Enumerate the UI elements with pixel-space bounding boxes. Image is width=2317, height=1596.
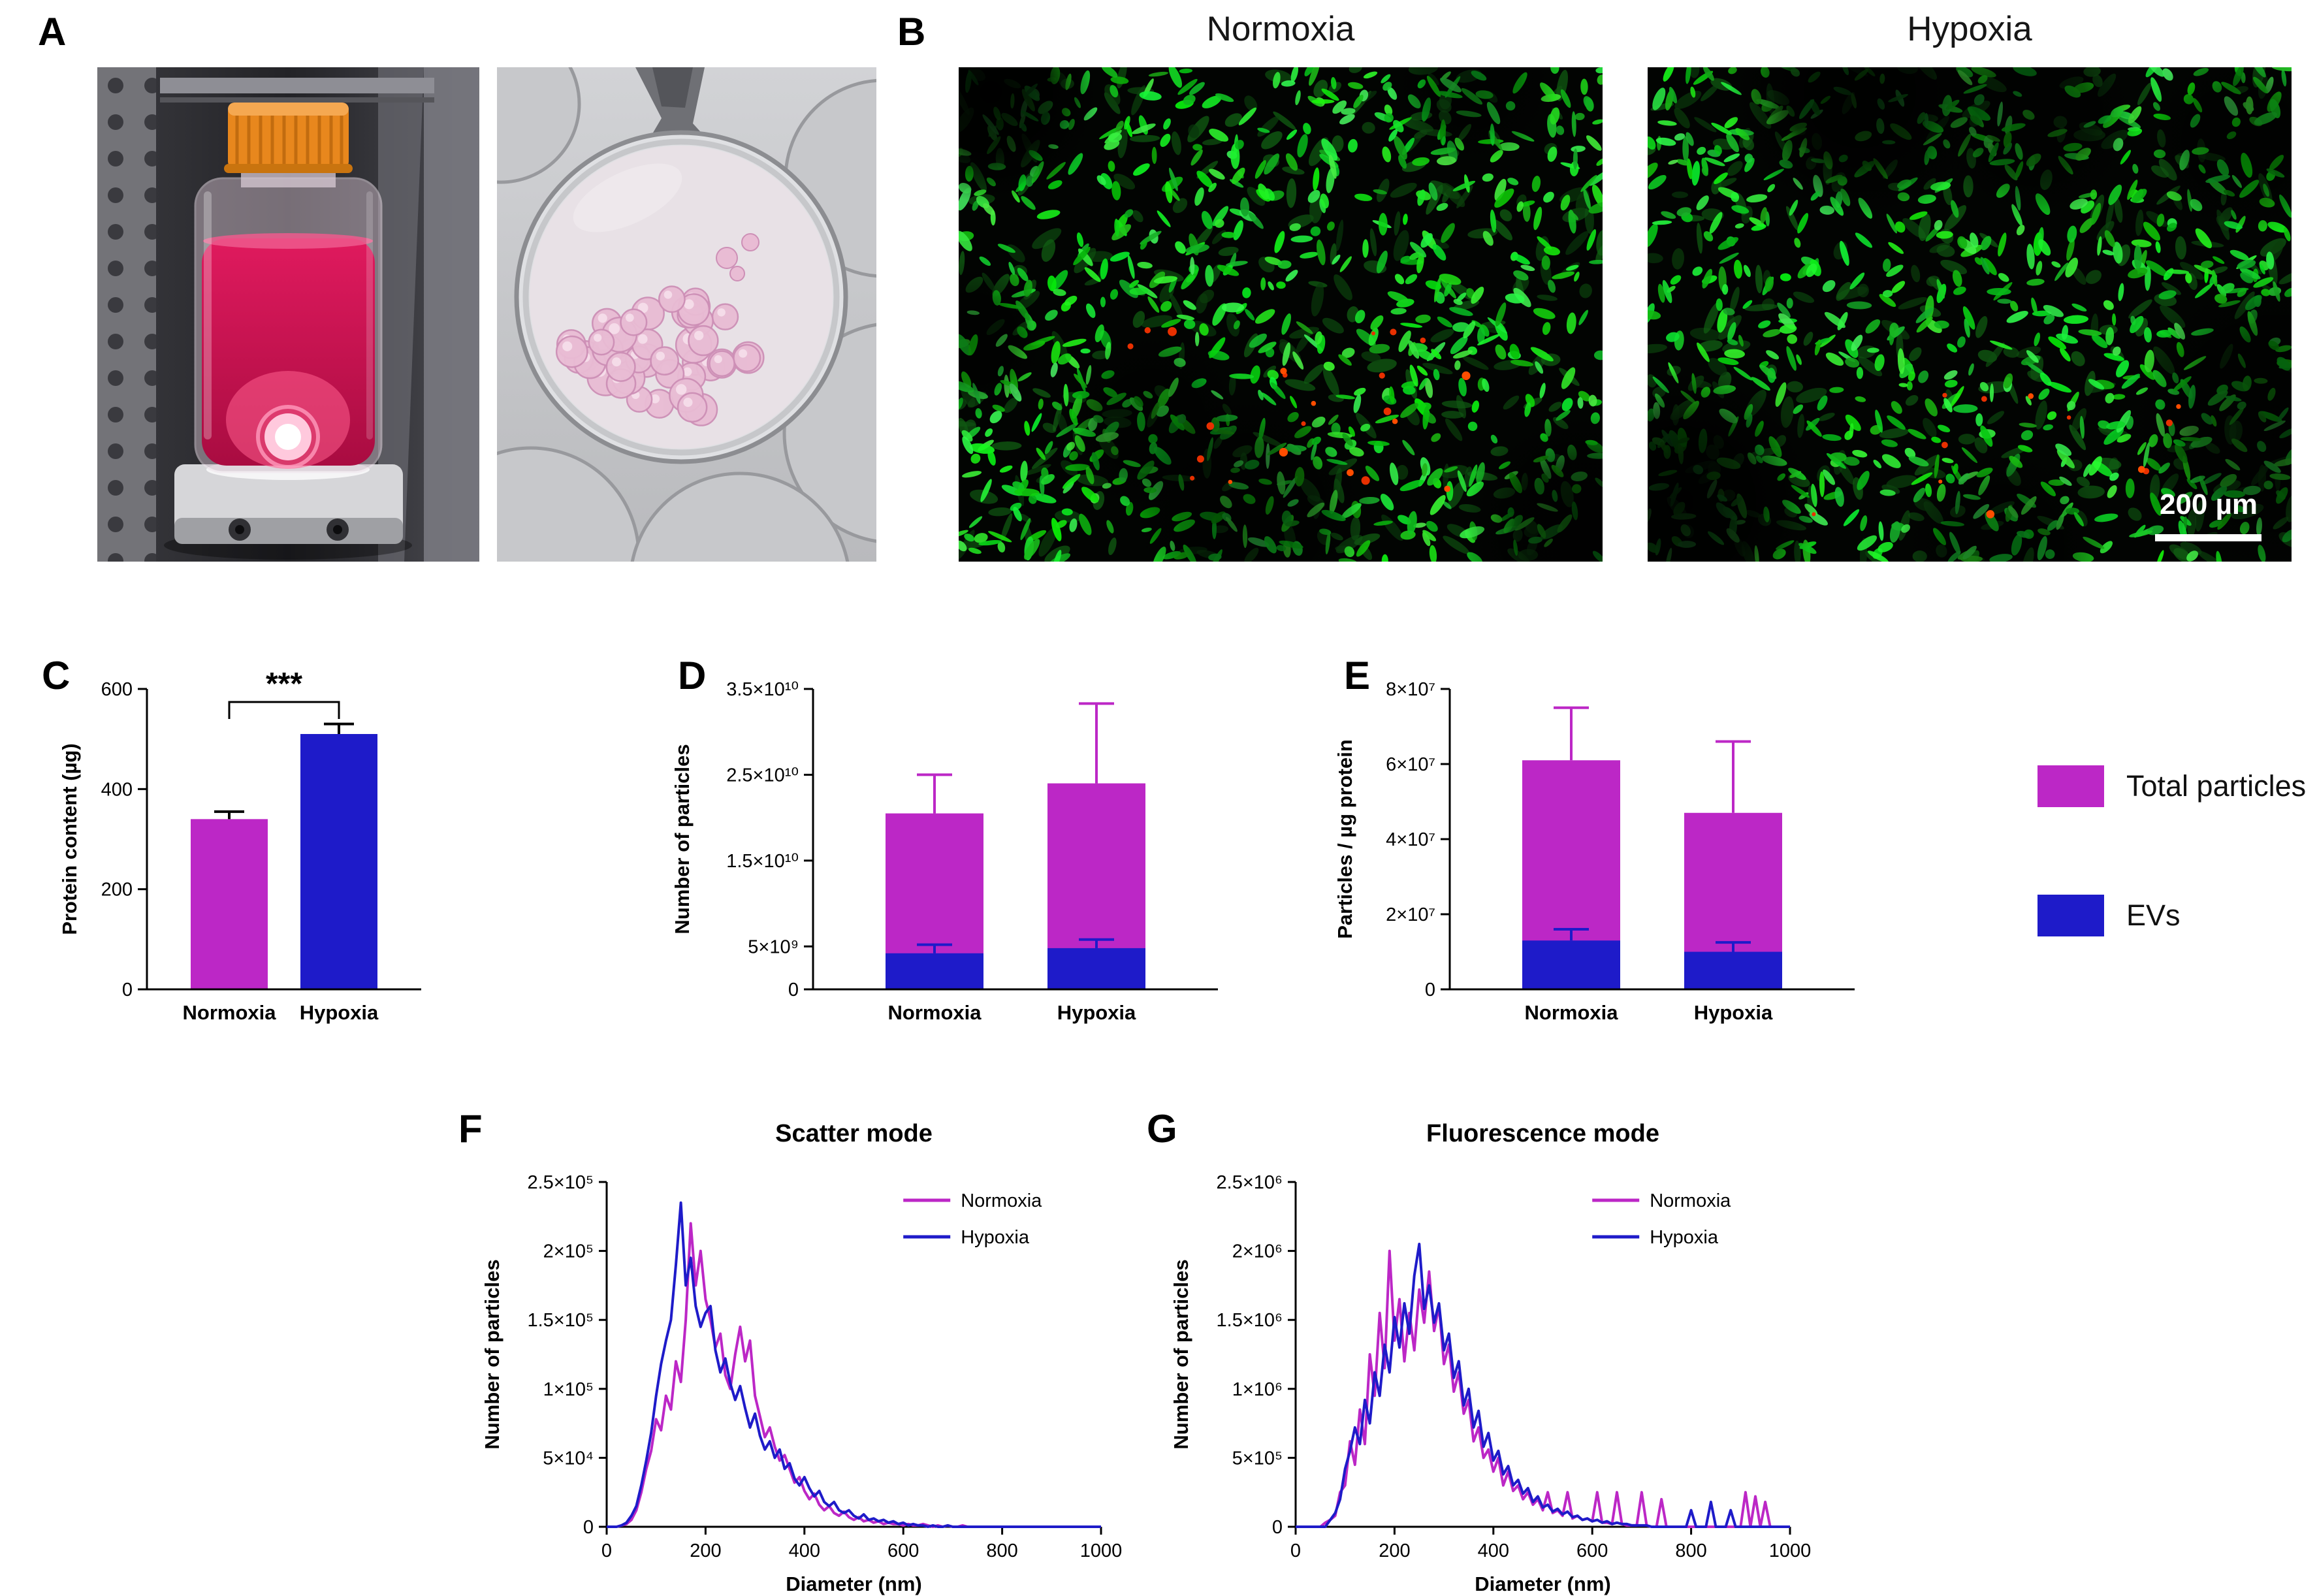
svg-text:200: 200 bbox=[101, 880, 133, 901]
svg-text:5×10⁴: 5×10⁴ bbox=[543, 1448, 594, 1469]
svg-text:3.5×10¹⁰: 3.5×10¹⁰ bbox=[726, 679, 799, 700]
svg-text:1×10⁵: 1×10⁵ bbox=[543, 1379, 594, 1400]
bioreactor-flask-photo bbox=[97, 67, 479, 562]
svg-text:Number of particles: Number of particles bbox=[481, 1259, 503, 1449]
svg-text:0: 0 bbox=[1425, 980, 1435, 1000]
svg-text:1000: 1000 bbox=[1769, 1540, 1812, 1561]
scale-bar bbox=[2155, 534, 2261, 541]
svg-text:4×10⁷: 4×10⁷ bbox=[1386, 829, 1435, 850]
micrograph-title-normoxia: Normoxia bbox=[1206, 10, 1355, 48]
svg-text:200: 200 bbox=[1379, 1540, 1410, 1561]
svg-text:Hypoxia: Hypoxia bbox=[1694, 1001, 1773, 1024]
svg-text:0: 0 bbox=[122, 980, 133, 1000]
svg-text:2×10⁶: 2×10⁶ bbox=[1232, 1241, 1283, 1262]
svg-text:1.5×10¹⁰: 1.5×10¹⁰ bbox=[726, 851, 799, 872]
svg-text:Hypoxia: Hypoxia bbox=[1650, 1227, 1719, 1248]
svg-text:Scatter mode: Scatter mode bbox=[775, 1120, 933, 1147]
legend-label-evs: EVs bbox=[2126, 899, 2181, 932]
svg-text:0: 0 bbox=[583, 1517, 594, 1538]
svg-text:2.5×10⁶: 2.5×10⁶ bbox=[1217, 1172, 1283, 1193]
particle-number-bar-chart: 0 5×10⁹ 1.5×10¹⁰ 2.5×10¹⁰ 3.5×10¹⁰ Number of … bbox=[671, 679, 1218, 1024]
panel-d-label: D bbox=[678, 654, 707, 697]
svg-text:Hypoxia: Hypoxia bbox=[1057, 1001, 1136, 1024]
svg-text:Normoxia: Normoxia bbox=[1650, 1190, 1731, 1211]
panel-g-label: G bbox=[1147, 1107, 1177, 1151]
svg-text:Diameter (nm): Diameter (nm) bbox=[1475, 1572, 1610, 1595]
protein-content-bar-chart: 0 200 400 600 Protein content (µg) Normoxia Hy… bbox=[58, 667, 421, 1024]
svg-text:1000: 1000 bbox=[1080, 1540, 1123, 1561]
fluorescence-mode-size-distribution-chart: 0 5×10⁵ 1×10⁶ 1.5×10⁶ 2×10⁶ 2.5×10⁶ 0 200 400 600… bbox=[1170, 1120, 1812, 1595]
svg-text:600: 600 bbox=[887, 1540, 919, 1561]
svg-text:1.5×10⁵: 1.5×10⁵ bbox=[527, 1310, 594, 1331]
hypoxia-fluorescence-micrograph bbox=[1648, 67, 2292, 562]
svg-text:***: *** bbox=[266, 667, 302, 701]
legend-item-evs: EVs bbox=[2037, 895, 2306, 936]
svg-text:Diameter (nm): Diameter (nm) bbox=[786, 1572, 921, 1595]
svg-text:0: 0 bbox=[1290, 1540, 1301, 1561]
svg-text:Number of particles: Number of particles bbox=[1170, 1259, 1192, 1449]
panel-b-label: B bbox=[897, 10, 926, 54]
svg-text:Normoxia: Normoxia bbox=[961, 1190, 1042, 1211]
svg-text:800: 800 bbox=[986, 1540, 1017, 1561]
svg-text:6×10⁷: 6×10⁷ bbox=[1386, 754, 1435, 775]
svg-text:0: 0 bbox=[601, 1540, 612, 1561]
svg-text:Number of particles: Number of particles bbox=[671, 744, 694, 934]
microcarrier-well-photo bbox=[497, 67, 876, 562]
scatter-mode-size-distribution-chart: 0 5×10⁴ 1×10⁵ 1.5×10⁵ 2×10⁵ 2.5×10⁵ 0 200 400 600… bbox=[481, 1120, 1123, 1595]
legend-swatch-evs bbox=[2037, 895, 2104, 936]
svg-text:400: 400 bbox=[101, 779, 133, 800]
legend-swatch-total-particles bbox=[2037, 765, 2104, 807]
svg-text:200: 200 bbox=[690, 1540, 721, 1561]
svg-text:600: 600 bbox=[101, 679, 133, 700]
svg-text:400: 400 bbox=[1478, 1540, 1509, 1561]
svg-text:2.5×10¹⁰: 2.5×10¹⁰ bbox=[726, 765, 799, 786]
panel-a-label: A bbox=[38, 10, 67, 54]
svg-text:Protein content (µg): Protein content (µg) bbox=[58, 743, 81, 934]
normoxia-fluorescence-micrograph bbox=[959, 67, 1603, 562]
svg-text:2×10⁷: 2×10⁷ bbox=[1386, 904, 1435, 925]
svg-text:1×10⁶: 1×10⁶ bbox=[1232, 1379, 1283, 1400]
svg-text:Normoxia: Normoxia bbox=[183, 1001, 277, 1024]
panel-f-label: F bbox=[458, 1107, 483, 1151]
legend-item-total-particles: Total particles bbox=[2037, 765, 2306, 807]
scale-bar-label: 200 µm bbox=[2159, 488, 2258, 520]
bar-chart-legend: Total particles EVs bbox=[2037, 765, 2306, 936]
svg-text:0: 0 bbox=[1272, 1517, 1283, 1538]
svg-text:Particles / µg protein: Particles / µg protein bbox=[1334, 739, 1356, 939]
svg-text:Hypoxia: Hypoxia bbox=[961, 1227, 1030, 1248]
micrograph-title-hypoxia: Hypoxia bbox=[1907, 10, 2032, 48]
panel-c-label: C bbox=[42, 654, 71, 697]
particles-per-protein-bar-chart: 0 2×10⁷ 4×10⁷ 6×10⁷ 8×10⁷ Particles / µg prot… bbox=[1334, 679, 1855, 1024]
svg-text:5×10⁹: 5×10⁹ bbox=[748, 936, 799, 957]
svg-text:8×10⁷: 8×10⁷ bbox=[1386, 679, 1435, 700]
svg-text:2×10⁵: 2×10⁵ bbox=[543, 1241, 594, 1262]
svg-text:1.5×10⁶: 1.5×10⁶ bbox=[1217, 1310, 1283, 1331]
svg-text:2.5×10⁵: 2.5×10⁵ bbox=[527, 1172, 594, 1193]
svg-text:800: 800 bbox=[1675, 1540, 1706, 1561]
svg-text:0: 0 bbox=[788, 980, 799, 1000]
legend-label-total-particles: Total particles bbox=[2126, 769, 2307, 803]
svg-text:Hypoxia: Hypoxia bbox=[300, 1001, 379, 1024]
svg-text:Fluorescence mode: Fluorescence mode bbox=[1426, 1120, 1659, 1147]
svg-text:Normoxia: Normoxia bbox=[888, 1001, 982, 1024]
panel-e-label: E bbox=[1344, 654, 1371, 697]
svg-text:400: 400 bbox=[789, 1540, 820, 1561]
svg-text:600: 600 bbox=[1576, 1540, 1608, 1561]
svg-text:Normoxia: Normoxia bbox=[1525, 1001, 1619, 1024]
svg-text:5×10⁵: 5×10⁵ bbox=[1232, 1448, 1283, 1469]
